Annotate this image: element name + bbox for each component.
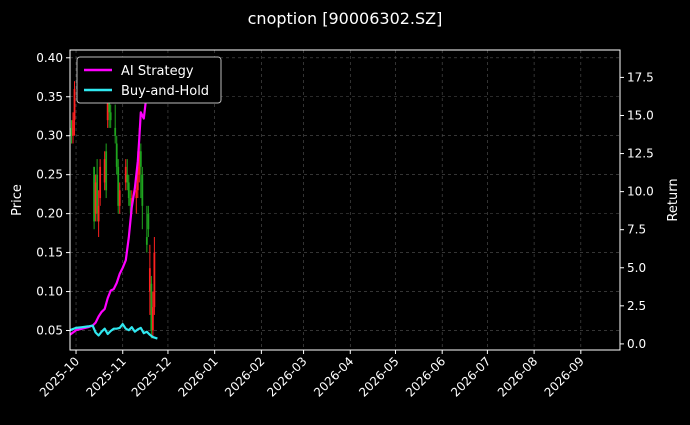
candle-body <box>117 166 120 206</box>
candle-body <box>94 182 97 214</box>
return-tick-label: 5.0 <box>627 261 646 275</box>
x-tick-label: 2025-10 <box>37 354 82 399</box>
candle-body <box>105 151 108 191</box>
legend-box <box>76 56 222 104</box>
candle-body <box>126 174 129 183</box>
x-tick-label: 2026-05 <box>356 354 401 399</box>
candle-body <box>139 151 142 167</box>
return-tick-label: 15.0 <box>627 108 654 122</box>
legend-label-ai-strategy: AI Strategy <box>121 64 194 79</box>
legend-label-buy-and-hold: Buy-and-Hold <box>121 84 209 99</box>
return-tick-label: 12.5 <box>627 147 654 161</box>
candle-body <box>151 307 154 331</box>
candle-body <box>97 205 100 222</box>
price-tick-label: 0.40 <box>36 51 63 65</box>
x-tick-label: 2026-04 <box>311 354 356 399</box>
candle-body <box>109 112 112 121</box>
candle-body <box>96 174 99 214</box>
x-tick-label: 2026-02 <box>222 354 267 399</box>
candle-body <box>73 88 76 121</box>
return-tick-label: 17.5 <box>627 70 654 84</box>
legend: AI Strategy Buy-and-Hold <box>76 56 222 104</box>
price-axis: 0.05 0.10 0.15 0.20 0.25 0.30 0.35 0.40 <box>36 51 70 338</box>
return-axis-label: Return <box>666 178 681 221</box>
price-tick-label: 0.10 <box>36 285 63 299</box>
price-tick-label: 0.35 <box>36 90 63 104</box>
return-tick-label: 10.0 <box>627 185 654 199</box>
candle-body <box>136 166 139 191</box>
candle-body <box>124 166 127 183</box>
candle-body <box>103 159 106 183</box>
candle-body <box>115 143 118 167</box>
price-tick-label: 0.05 <box>36 324 63 338</box>
chart-title: cnoption [90006302.SZ] <box>248 9 443 28</box>
price-tick-label: 0.20 <box>36 207 63 221</box>
x-tick-label: 2025-12 <box>129 354 174 399</box>
return-tick-label: 2.5 <box>627 299 646 313</box>
candle-body <box>153 252 156 308</box>
x-tick-label: 2026-01 <box>175 354 220 399</box>
x-tick-label: 2026-07 <box>448 354 493 399</box>
candle-body <box>145 237 148 245</box>
candle-body <box>106 96 109 121</box>
x-tick-label: 2026-09 <box>542 354 587 399</box>
candle-body <box>72 120 74 136</box>
return-axis: 0.0 2.5 5.0 7.5 10.0 12.5 15.0 17.5 <box>620 70 654 351</box>
candle-body <box>127 182 130 199</box>
candle-body <box>118 190 121 206</box>
series-lines <box>69 77 158 340</box>
candle-body <box>135 190 138 199</box>
candle-body <box>93 166 96 222</box>
price-tick-label: 0.15 <box>36 246 63 260</box>
candle-body <box>99 166 102 199</box>
candle-body <box>114 127 117 136</box>
x-tick-label: 2026-08 <box>495 354 540 399</box>
price-axis-label: Price <box>10 184 25 216</box>
candle-body <box>141 174 144 206</box>
x-axis: 2025-10 2025-11 2025-12 2026-01 2026-022026-… <box>37 350 587 400</box>
series-line-buy-and-hold <box>69 323 158 340</box>
return-tick-label: 7.5 <box>627 223 646 237</box>
candlesticks <box>70 73 156 339</box>
price-tick-label: 0.30 <box>36 129 63 143</box>
plot-frame <box>69 49 621 351</box>
price-tick-label: 0.25 <box>36 168 63 182</box>
candle-body <box>129 198 132 206</box>
x-tick-label: 2026-06 <box>403 354 448 399</box>
candle-body <box>147 213 150 230</box>
x-tick-label: 2026-03 <box>264 354 309 399</box>
return-tick-label: 0.0 <box>627 337 646 351</box>
candle-body <box>70 127 73 136</box>
x-tick-label: 2025-11 <box>84 354 129 399</box>
candle-body <box>148 268 151 292</box>
candle-body <box>150 283 153 331</box>
candle-body <box>138 151 141 175</box>
